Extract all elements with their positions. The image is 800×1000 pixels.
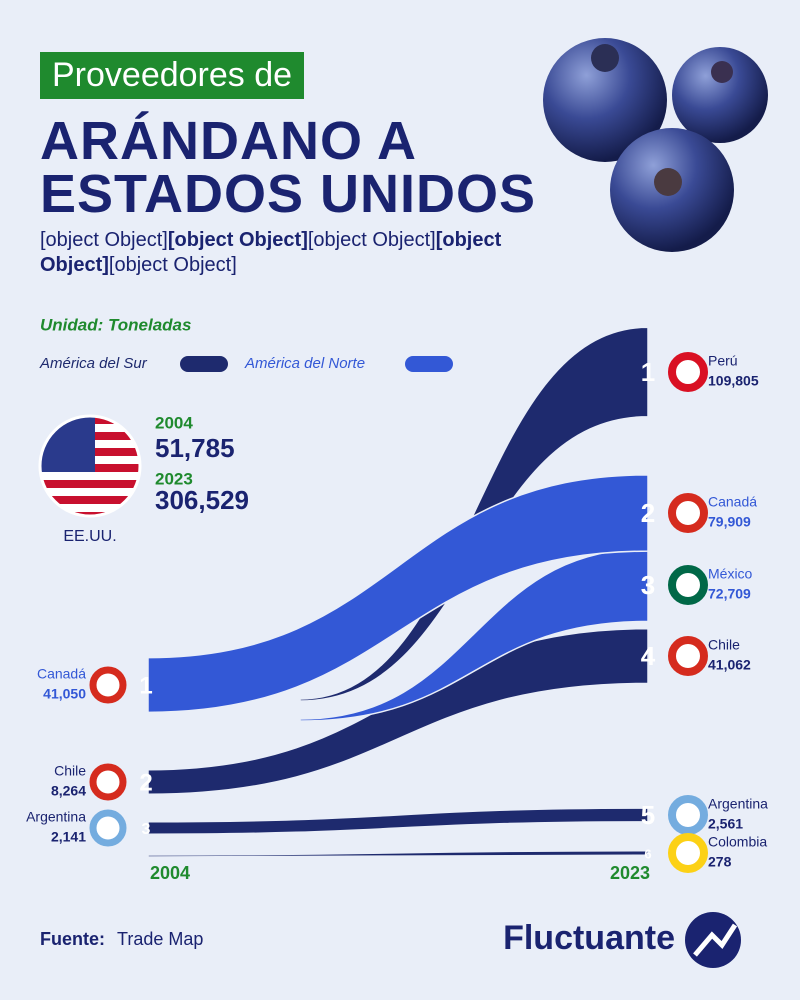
source-label: Fuente:	[40, 929, 105, 949]
subtitle-part: [object Object]	[307, 229, 436, 251]
flag	[668, 565, 708, 605]
value-label: 109,805	[708, 373, 759, 389]
legend-label: América del Sur	[39, 355, 148, 372]
value-label: 72,709	[708, 586, 751, 602]
total-value: 51,785	[155, 433, 235, 463]
subtitle-part: [object Object]	[40, 229, 502, 276]
value-label: 2,141	[51, 829, 86, 845]
series-name: México	[708, 566, 753, 582]
x-tick-label: 2004	[150, 863, 190, 883]
value-label: 2,561	[708, 816, 743, 832]
legend-swatch	[405, 356, 453, 372]
rank: 3	[641, 570, 655, 600]
subtitle-part: [object Object]	[40, 229, 168, 251]
source: Trade Map	[117, 929, 203, 949]
value-label: 8,264	[51, 783, 86, 799]
total-value: 306,529	[155, 485, 249, 515]
rank: 2	[139, 769, 152, 796]
band	[147, 474, 649, 714]
value-label: 79,909	[708, 514, 751, 530]
total-year: 2004	[155, 413, 193, 432]
rank: 5	[641, 800, 655, 830]
subtitle-part: [object Object]	[108, 254, 237, 276]
flag	[668, 352, 708, 392]
subtitle-part: [object Object]	[167, 229, 308, 251]
blueberries	[543, 38, 768, 252]
rank: 2	[641, 498, 655, 528]
flag	[668, 833, 708, 873]
band	[147, 627, 649, 796]
us-flag	[38, 414, 142, 518]
rank: 1	[139, 672, 152, 699]
flag	[89, 809, 127, 847]
bands	[147, 326, 649, 858]
series-name: Chile	[708, 637, 740, 653]
series-name: Canadá	[708, 494, 757, 510]
series-name: Canadá	[37, 666, 86, 682]
tag: Proveedores de	[40, 52, 305, 99]
brand: Fluctuante	[503, 919, 675, 957]
subtitle: [object Object][object Object][object Ob…	[40, 228, 510, 278]
band	[299, 547, 649, 722]
total-year: 2023	[155, 469, 193, 488]
rank: 1	[641, 357, 655, 387]
flag	[668, 493, 708, 533]
title-line: ARÁNDANO A	[40, 111, 417, 171]
value-label: 278	[708, 854, 732, 870]
legend-swatch	[180, 356, 228, 372]
series-name: Argentina	[26, 809, 86, 825]
series-name: Perú	[708, 353, 738, 369]
series-name: Colombia	[708, 834, 767, 850]
value-label: 41,050	[43, 686, 86, 702]
rank: 3	[142, 821, 151, 838]
x-tick-label: 2023	[610, 863, 650, 883]
legend-label: América del Norte	[244, 355, 365, 372]
country: EE.UU.	[63, 528, 116, 545]
flag	[668, 636, 708, 676]
rank: 4	[641, 641, 656, 671]
series-name: Argentina	[708, 796, 768, 812]
logo	[685, 912, 741, 968]
unit: Unidad: Toneladas	[40, 315, 191, 334]
band	[147, 807, 649, 835]
value-label: 41,062	[708, 657, 751, 673]
series-name: Chile	[54, 763, 86, 779]
title-line: ESTADOS UNIDOS	[40, 164, 537, 224]
rank: 6	[644, 846, 651, 861]
band	[147, 849, 649, 858]
flag	[89, 666, 127, 704]
flag	[89, 763, 127, 801]
flag	[668, 795, 708, 835]
